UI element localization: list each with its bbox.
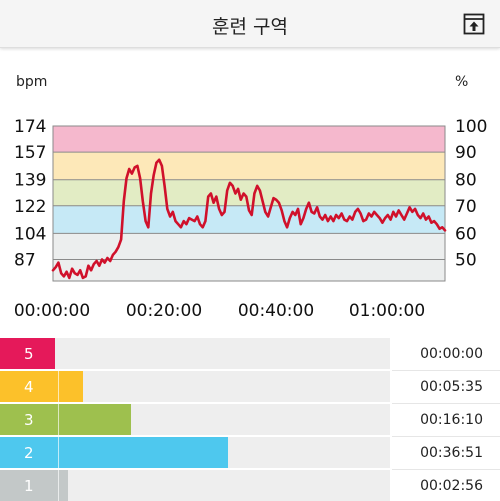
zone-summary-list: 5 00:00:00 4 00:05:35 3 00:16:10 2 00:36:51 1 00:… (0, 338, 500, 501)
zone-band-5 (53, 126, 445, 153)
zone-time: 00:36:51 (420, 445, 483, 461)
y-left-tick-label: 174 (14, 117, 46, 137)
zone-row-5: 5 00:00:00 (0, 338, 500, 369)
zone-row-4: 4 00:05:35 (0, 371, 500, 402)
zone-number: 5 (24, 345, 34, 363)
row-divider (392, 436, 500, 437)
zone-bar-2[interactable] (0, 437, 228, 468)
zone-time: 00:05:35 (420, 379, 483, 395)
zone-time: 00:00:00 (420, 346, 483, 362)
page-title: 훈련 구역 (212, 16, 288, 38)
row-divider (392, 403, 500, 404)
y-right-tick-label: 100 (455, 117, 487, 137)
zone-number: 1 (24, 477, 34, 495)
x-tick-label: 00:40:00 (238, 301, 314, 321)
export-icon (463, 13, 485, 35)
y-right-tick-label: 90 (455, 143, 477, 163)
y-right-tick-label: 60 (455, 224, 477, 244)
row-divider (392, 469, 500, 470)
zone-time: 00:02:56 (420, 478, 483, 494)
y-left-tick-label: 157 (14, 143, 46, 163)
zone-row-3: 3 00:16:10 (0, 404, 500, 435)
zone-separator (58, 470, 59, 501)
y-left-tick-label: 87 (14, 251, 36, 271)
y-right-tick-label: 70 (455, 197, 477, 217)
x-tick-label: 01:00:00 (349, 301, 425, 321)
app-bar: 훈련 구역 (0, 0, 500, 48)
x-tick-label: 00:00:00 (14, 301, 90, 321)
plot-frame (52, 125, 446, 282)
zone-number: 3 (24, 411, 34, 429)
zone-number: 4 (24, 378, 34, 396)
zone-band-3 (53, 179, 445, 206)
zone-number: 2 (24, 444, 34, 462)
row-divider (392, 370, 500, 371)
zone-row-1: 1 00:02:56 (0, 470, 500, 501)
zone-row-2: 2 00:36:51 (0, 437, 500, 468)
zone-separator (58, 404, 59, 435)
zone-separator (58, 437, 59, 468)
export-button[interactable] (462, 12, 486, 36)
zone-bar-3[interactable] (0, 404, 131, 435)
heart-rate-line (51, 158, 447, 280)
heart-rate-chart: 174 157 139 122 104 87 100 90 80 70 60 50 00:00:00 00… (14, 117, 488, 321)
right-axis-unit: % (455, 74, 469, 90)
zone-band-1 (53, 233, 445, 281)
y-left-tick-label: 122 (14, 197, 46, 217)
zone-time: 00:16:10 (420, 412, 483, 428)
y-left-tick-label: 104 (14, 224, 46, 244)
zone-separator (58, 371, 59, 402)
zone-bar-5[interactable] (0, 338, 55, 369)
y-right-tick-label: 50 (455, 251, 477, 271)
y-right-tick-label: 80 (455, 171, 477, 191)
zone-bar-4[interactable] (0, 371, 83, 402)
left-axis-unit: bpm (16, 74, 48, 90)
y-left-tick-label: 139 (14, 171, 46, 191)
zone-bar-1[interactable] (0, 470, 68, 501)
x-tick-label: 00:20:00 (126, 301, 202, 321)
zone-track (0, 338, 390, 369)
zone-band-4 (53, 152, 445, 180)
